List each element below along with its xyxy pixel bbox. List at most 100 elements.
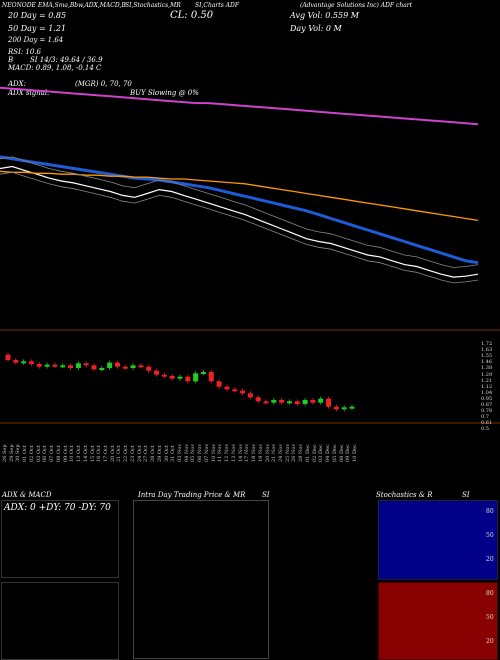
date-tick-label: 29 Oct: [156, 445, 163, 462]
price-tick-label: 0.5: [481, 426, 489, 433]
candle-body: [91, 365, 97, 370]
rsi-label: RSI: 10.6: [8, 48, 42, 56]
candle-body: [349, 406, 355, 409]
candle-body: [99, 368, 105, 370]
mgr-label: (MGR) 0, 70, 70: [75, 80, 132, 88]
bb-upper-line: [0, 156, 479, 268]
date-tick-label: 26 Sep: [2, 444, 8, 462]
candle-body: [60, 365, 66, 368]
date-tick-label: 04 Dec: [325, 444, 332, 462]
candle-body: [224, 386, 230, 390]
candle-body: [200, 372, 206, 374]
date-tick-label: 10 Dec: [352, 444, 358, 462]
candle-body: [240, 390, 246, 394]
date-tick-label: 20 Oct: [109, 445, 116, 462]
date-tick-label: 30 Oct: [163, 445, 170, 462]
sma50-line: [0, 155, 479, 265]
date-tick-label: 08 Oct: [55, 445, 62, 462]
date-tick-label: 18 Nov: [251, 443, 258, 462]
intraday-title-si: SI: [262, 491, 270, 499]
date-tick-label: 20 Nov: [264, 443, 271, 462]
date-tick-label: 01 Dec: [304, 444, 311, 462]
candle-body: [326, 398, 332, 407]
rsi-tick-80: 80: [486, 590, 494, 597]
stoch-panel: [378, 500, 498, 580]
price-tick-label: 1.12: [481, 383, 493, 390]
date-tick-label: 02 Oct: [28, 445, 35, 462]
price-tick-label: 1.46: [481, 359, 493, 366]
date-tick-label: 12 Nov: [224, 443, 231, 462]
rsi-tick-50: 50: [486, 614, 494, 621]
candle-body: [232, 389, 238, 392]
date-tick-label: 03 Dec: [318, 444, 325, 462]
date-tick-label: 17 Oct: [102, 445, 109, 462]
date-tick-label: 22 Oct: [123, 445, 130, 462]
stoch-tick-20: 20: [486, 556, 494, 563]
date-tick-label: 15 Oct: [89, 445, 96, 462]
date-tick-label: 06 Nov: [197, 443, 204, 462]
date-tick-label: 28 Nov: [298, 443, 305, 462]
date-tick-label: 04 Nov: [183, 443, 190, 462]
adx-panel-label: ADX: 0 +DY: 70 -DY: 70: [4, 503, 111, 513]
bb-lower-line: [0, 171, 479, 284]
date-tick-label: 21 Nov: [271, 443, 278, 462]
stoch-tick-50: 50: [486, 532, 494, 539]
date-tick-label: 25 Nov: [284, 443, 291, 462]
date-tick-label: 21 Oct: [116, 445, 123, 462]
candle-body: [302, 400, 308, 404]
candle-body: [28, 361, 34, 364]
candle-body: [310, 400, 316, 403]
adx-signal-label: ADX signal:: [8, 89, 50, 97]
date-tick-label: 13 Nov: [230, 443, 237, 462]
date-tick-label: 24 Nov: [277, 443, 284, 462]
price-tick-label: 0.61: [481, 420, 493, 427]
header-line1-left: NEONODE EMA,Sma,Bbw,ADX,MACD,B: [2, 2, 126, 9]
dma200-label: 200 Day = 1.64: [8, 36, 64, 44]
si-label: SI 14/3: 49.64 / 36.9: [30, 56, 103, 64]
candle-body: [279, 400, 285, 403]
date-tick-label: 31 Oct: [170, 445, 177, 462]
header-line1-mid: SI,Stochastics,MR: [125, 2, 181, 9]
candle-body: [114, 362, 120, 367]
candle-body: [44, 364, 50, 367]
date-tick-label: 07 Nov: [203, 443, 210, 462]
candle-body: [146, 366, 152, 371]
header-line1-right: (Advantage Solutions Inc) ADF chart: [300, 2, 413, 9]
candle-body: [247, 393, 253, 398]
date-tick-label: 14 Nov: [237, 443, 244, 462]
candle-body: [52, 364, 58, 367]
date-tick-label: 26 Nov: [291, 443, 298, 462]
intraday-title: Intra Day Trading Price & MR: [138, 491, 246, 499]
header-line1-mid2: SI,Charts ADF: [195, 2, 239, 9]
date-tick-label: 16 Oct: [96, 445, 103, 462]
price-tick-label: 1.38: [481, 365, 493, 372]
adx-panel: [1, 500, 119, 578]
candle-body: [169, 376, 175, 379]
date-tick-label: 06 Oct: [42, 445, 49, 462]
candle-body: [341, 407, 347, 410]
dma50-label: 50 Day = 1.21: [8, 24, 67, 33]
intraday-panel: [133, 500, 269, 659]
candle-body: [154, 370, 160, 375]
date-tick-label: 19 Nov: [257, 443, 264, 462]
candle-body: [286, 401, 292, 404]
candle-body: [138, 365, 144, 368]
date-tick-label: 09 Dec: [345, 444, 352, 462]
dma20-label: 20 Day = 0.85: [8, 11, 67, 20]
date-tick-label: 28 Oct: [150, 445, 157, 462]
candle-body: [107, 362, 113, 368]
candle-body: [208, 372, 214, 382]
date-tick-label: 27 Oct: [143, 445, 150, 462]
buy-signal-label: BUY Slowing @ 0%: [130, 89, 199, 97]
macd-label: MACD: 0.89, 1.08, -0.14 C: [8, 64, 102, 72]
date-tick-label: 10 Nov: [210, 443, 217, 462]
stoch-title: Stochastics & R: [376, 491, 433, 499]
bb-label: B: [8, 56, 14, 64]
candle-body: [294, 401, 300, 404]
candle-body: [68, 365, 74, 368]
date-tick-label: 09 Oct: [62, 445, 69, 462]
price-tick-label: 0.95: [481, 395, 493, 402]
avg-vol-label: Avg Vol: 0.559 M: [290, 11, 359, 20]
candle-body: [122, 366, 128, 369]
price-tick-label: 1.04: [481, 389, 493, 396]
